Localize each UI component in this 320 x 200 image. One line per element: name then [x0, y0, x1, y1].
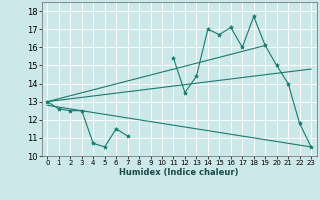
X-axis label: Humidex (Indice chaleur): Humidex (Indice chaleur)	[119, 168, 239, 177]
